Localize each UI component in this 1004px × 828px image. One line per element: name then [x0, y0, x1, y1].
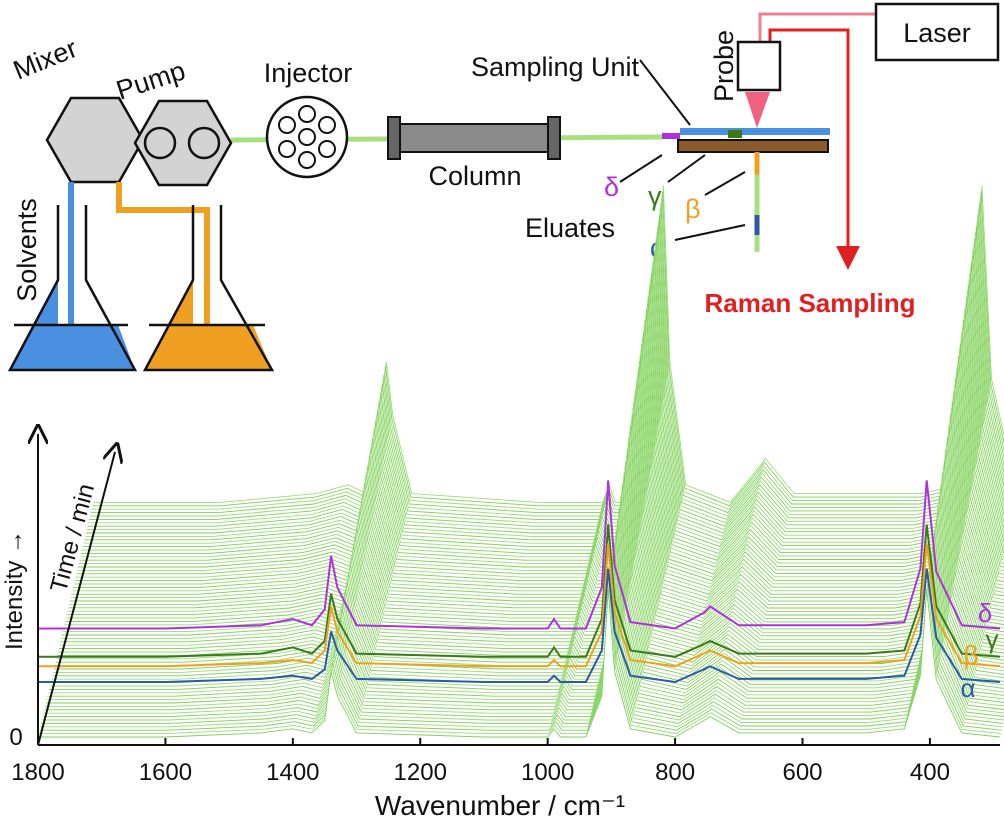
label: Mixer — [9, 33, 81, 86]
sampling-window — [680, 128, 830, 135]
x-tick-label: 1200 — [394, 759, 447, 786]
sampling-base — [677, 139, 829, 153]
label: Injector — [264, 58, 353, 88]
background-trace-fill — [48, 513, 1004, 745]
raman-line — [768, 28, 850, 250]
label: Eluates — [525, 213, 615, 243]
column-cap — [547, 116, 561, 160]
eluate-band — [728, 130, 742, 138]
eluate-label: δ — [604, 172, 619, 202]
label: Sampling Unit — [471, 52, 640, 82]
spectrum — [38, 543, 1001, 668]
x-tick-label: 1000 — [521, 759, 574, 786]
mixer-shape — [45, 96, 145, 184]
x-tick-label: 1800 — [11, 759, 64, 786]
solvent-line — [116, 182, 210, 325]
eluate-band — [662, 133, 680, 139]
pump-head — [187, 126, 221, 160]
label: Laser — [903, 18, 971, 48]
label: Pump — [113, 55, 189, 105]
legend-label: γ — [986, 624, 999, 654]
eluate-label: γ — [648, 181, 662, 211]
flask — [142, 205, 275, 372]
legend-label: δ — [978, 598, 992, 628]
x-axis-label: Wavenumber / cm⁻¹ — [375, 790, 625, 821]
leader — [619, 154, 663, 183]
x-tick-label: 600 — [782, 759, 822, 786]
legend-label: α — [960, 673, 975, 703]
label: Column — [428, 161, 521, 191]
y-axis-label: Intensity → — [1, 530, 28, 650]
label: Solvents — [12, 198, 42, 302]
background-trace — [38, 589, 1001, 738]
background-trace — [86, 232, 1004, 531]
pump-shape — [133, 99, 233, 187]
background-trace — [87, 226, 1004, 527]
spectrum — [38, 568, 1001, 684]
leader — [674, 224, 746, 241]
flask — [7, 205, 138, 372]
pump-head — [143, 126, 177, 160]
laser-line — [758, 12, 876, 42]
laser-shape — [874, 2, 1000, 62]
spectrum — [38, 480, 1001, 630]
x-tick-label: 1400 — [266, 759, 319, 786]
x-tick-label: 400 — [910, 759, 950, 786]
time-axis — [37, 452, 115, 746]
leader — [639, 59, 691, 126]
label: Raman Sampling — [705, 288, 916, 318]
column-cap — [387, 116, 401, 160]
leader — [667, 154, 706, 183]
injector-loops — [278, 105, 336, 169]
background-trace-fill — [38, 589, 1000, 745]
background-trace — [88, 220, 1004, 524]
legend-label: β — [964, 640, 979, 670]
y-tick-label: 0 — [9, 724, 22, 751]
x-tick-label: 800 — [655, 759, 695, 786]
column-shape — [399, 123, 551, 153]
eluate-label: β — [685, 194, 701, 224]
injector-shape — [265, 95, 349, 179]
x-tick-label: 1600 — [139, 759, 192, 786]
setup-diagram: Mixer Pump Injector Column Sampling Unit… — [7, 2, 1000, 372]
probe-beam — [745, 92, 770, 128]
arrowhead — [836, 246, 860, 270]
leader — [704, 171, 746, 196]
probe-shape — [736, 40, 782, 92]
label: Probe — [709, 30, 739, 102]
